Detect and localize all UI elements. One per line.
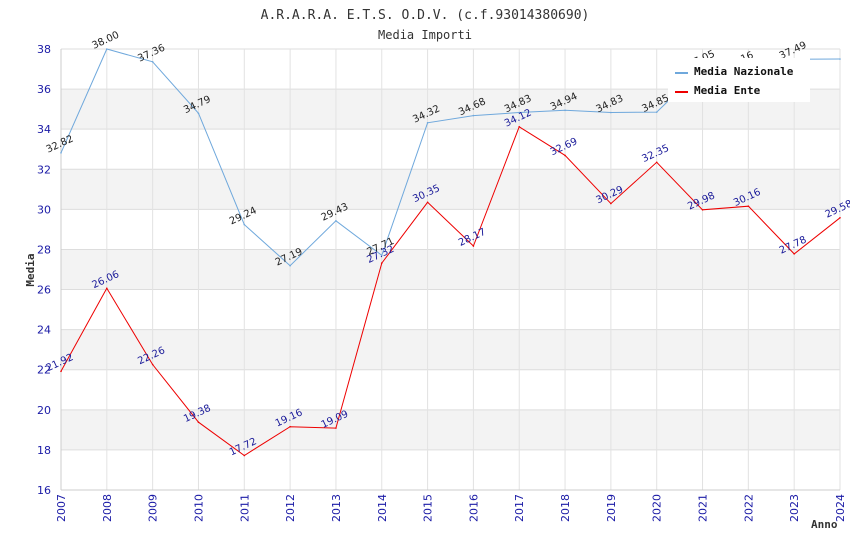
- data-point: [426, 121, 429, 124]
- data-point: [151, 61, 154, 63]
- data-point: [518, 125, 521, 128]
- data-point: [197, 421, 200, 424]
- legend: Media Nazionale Media Ente: [668, 58, 810, 102]
- x-tick-label: 2014: [376, 494, 389, 522]
- x-tick-label: 2013: [330, 494, 343, 522]
- data-point: [839, 58, 841, 60]
- data-point: [289, 264, 291, 267]
- x-tick-label: 2011: [238, 494, 251, 522]
- grid-band: [61, 129, 840, 170]
- data-point: [518, 111, 521, 114]
- grid-band: [61, 249, 840, 290]
- data-point: [839, 216, 841, 219]
- y-tick-label: 22: [37, 364, 51, 377]
- grid-band: [61, 289, 840, 330]
- y-tick-label: 24: [37, 324, 51, 337]
- data-point: [380, 254, 383, 257]
- data-point: [472, 114, 475, 117]
- data-point: [655, 111, 658, 113]
- data-point: [335, 219, 337, 222]
- y-tick-label: 26: [37, 284, 51, 297]
- data-point: [335, 427, 337, 429]
- grid-band: [61, 449, 840, 490]
- x-tick-label: 2019: [605, 494, 618, 522]
- data-point: [564, 154, 566, 157]
- data-point: [472, 245, 475, 247]
- x-tick-label: 2010: [192, 494, 205, 522]
- data-point: [151, 363, 154, 366]
- data-point: [655, 161, 658, 164]
- data-point: [106, 48, 108, 50]
- grid-band: [61, 169, 840, 210]
- data-label: 38.00: [90, 30, 121, 52]
- grid-band: [61, 329, 840, 370]
- x-tick-label: 2024: [834, 494, 847, 522]
- x-axis-ticks: 2007 2008 2009 2010 2011 2012 2013 2014 2015 2016…: [55, 494, 847, 522]
- x-axis-label: Anno: [811, 518, 838, 531]
- data-point: [197, 112, 200, 115]
- legend-label-media-nazionale: Media Nazionale: [694, 65, 794, 78]
- data-point: [60, 370, 62, 373]
- grid-band: [61, 369, 840, 410]
- y-tick-label: 34: [37, 123, 51, 136]
- y-axis-label: Media: [24, 253, 37, 286]
- y-tick-label: 20: [37, 404, 51, 417]
- x-tick-label: 2012: [284, 494, 297, 522]
- data-point: [701, 208, 704, 211]
- y-tick-label: 36: [37, 83, 51, 96]
- data-point: [793, 253, 795, 255]
- x-tick-label: 2016: [467, 494, 480, 522]
- x-tick-label: 2020: [651, 494, 664, 522]
- x-tick-label: 2015: [422, 494, 435, 522]
- data-point: [610, 111, 612, 114]
- grid-band: [61, 409, 840, 450]
- y-tick-label: 32: [37, 163, 51, 176]
- data-point: [564, 109, 566, 112]
- chart-subtitle: Media Importi: [378, 28, 472, 42]
- grid-bands: [61, 49, 840, 490]
- x-tick-label: 2021: [697, 494, 710, 522]
- x-tick-label: 2022: [742, 494, 755, 522]
- grid-band: [61, 209, 840, 250]
- data-point: [380, 262, 383, 264]
- legend-box: [668, 58, 810, 102]
- x-tick-label: 2009: [147, 494, 160, 522]
- x-tick-label: 2007: [55, 494, 68, 522]
- legend-label-media-ente: Media Ente: [694, 84, 761, 97]
- y-tick-label: 16: [37, 484, 51, 497]
- y-tick-label: 28: [37, 243, 51, 256]
- data-point: [60, 152, 62, 154]
- data-point: [289, 425, 291, 428]
- data-point: [243, 223, 246, 226]
- data-point: [106, 287, 108, 290]
- x-tick-label: 2018: [559, 494, 572, 522]
- data-point: [610, 202, 612, 205]
- data-point: [426, 201, 429, 204]
- x-tick-label: 2023: [788, 494, 801, 522]
- y-tick-label: 18: [37, 444, 51, 457]
- series-line-media-ente: [60, 126, 841, 457]
- data-point: [243, 454, 246, 457]
- data-point: [747, 205, 750, 207]
- chart-title: A.R.A.R.A. E.T.S. O.D.V. (c.f.9301438069…: [261, 8, 590, 23]
- x-tick-label: 2017: [513, 494, 526, 522]
- y-axis-ticks: 16 18 20 22 24 26 28 30 32 34 36 38: [37, 43, 51, 497]
- x-tick-label: 2008: [101, 494, 114, 522]
- y-tick-label: 38: [37, 43, 51, 56]
- y-tick-label: 30: [37, 203, 51, 216]
